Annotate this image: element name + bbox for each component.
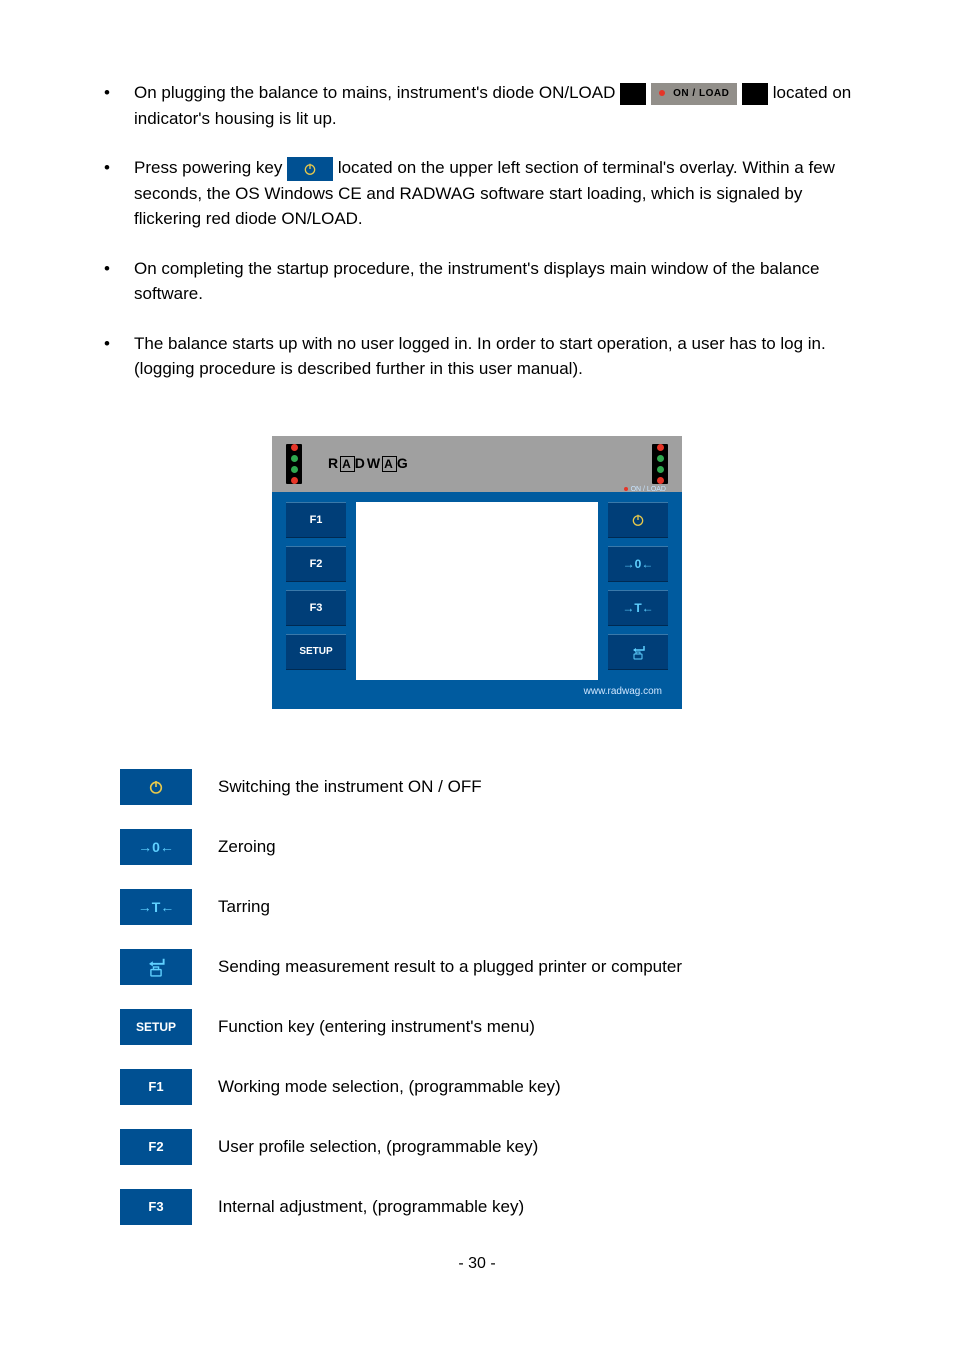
device-key-zero[interactable]: →0← bbox=[608, 546, 668, 582]
bullet-1-pre: On plugging the balance to mains, instru… bbox=[134, 83, 620, 102]
power-icon bbox=[631, 513, 645, 527]
power-icon bbox=[148, 779, 164, 795]
bullet-1: On plugging the balance to mains, instru… bbox=[90, 80, 864, 131]
onload-badge-led bbox=[659, 90, 665, 96]
device-key-setup[interactable]: SETUP bbox=[286, 634, 346, 670]
legend-row-f1: F1 Working mode selection, (programmable… bbox=[120, 1069, 864, 1105]
legend-text-zero: Zeroing bbox=[218, 835, 276, 859]
device-key-power[interactable] bbox=[608, 502, 668, 538]
onload-led-icon bbox=[624, 487, 628, 491]
legend-key-setup: SETUP bbox=[120, 1009, 192, 1045]
device-key-f2[interactable]: F2 bbox=[286, 546, 346, 582]
legend-row-f2: F2 User profile selection, (programmable… bbox=[120, 1129, 864, 1165]
bullet-4: The balance starts up with no user logge… bbox=[90, 331, 864, 382]
legend-key-power bbox=[120, 769, 192, 805]
legend-text-f3: Internal adjustment, (programmable key) bbox=[218, 1195, 524, 1219]
device-body: F1 F2 F3 SETUP ON / LOAD bbox=[272, 492, 682, 709]
right-key-column: ON / LOAD →0← →T← bbox=[608, 502, 668, 680]
print-enter-icon bbox=[627, 643, 649, 661]
print-enter-icon bbox=[142, 955, 170, 979]
legend-text-f2: User profile selection, (programmable ke… bbox=[218, 1135, 538, 1159]
legend-text-tare: Tarring bbox=[218, 895, 270, 919]
legend-key-tare: →T← bbox=[120, 889, 192, 925]
legend-text-setup: Function key (entering instrument's menu… bbox=[218, 1015, 535, 1039]
device: RADWAG F1 F2 F3 SETUP bbox=[272, 436, 682, 709]
brand-logo: RADWAG bbox=[328, 455, 410, 472]
bullet-3: On completing the startup procedure, the… bbox=[90, 256, 864, 307]
legend-key-print bbox=[120, 949, 192, 985]
power-key-inline bbox=[287, 157, 333, 181]
device-onload-indicator: ON / LOAD bbox=[624, 486, 666, 493]
legend-key-f3: F3 bbox=[120, 1189, 192, 1225]
legend-row-zero: →0← Zeroing bbox=[120, 829, 864, 865]
legend-row-f3: F3 Internal adjustment, (programmable ke… bbox=[120, 1189, 864, 1225]
bullet-2: Press powering key located on the upper … bbox=[90, 155, 864, 232]
legend-key-f1: F1 bbox=[120, 1069, 192, 1105]
legend-key-zero: →0← bbox=[120, 829, 192, 865]
device-figure: RADWAG F1 F2 F3 SETUP bbox=[90, 436, 864, 709]
legend-text-power: Switching the instrument ON / OFF bbox=[218, 775, 482, 799]
page-number: - 30 - bbox=[90, 1255, 864, 1273]
device-screen bbox=[356, 502, 598, 680]
legend-row-tare: →T← Tarring bbox=[120, 889, 864, 925]
device-key-f1[interactable]: F1 bbox=[286, 502, 346, 538]
page: On plugging the balance to mains, instru… bbox=[0, 0, 954, 1313]
onload-badge: ON / LOAD bbox=[620, 83, 768, 105]
legend-text-print: Sending measurement result to a plugged … bbox=[218, 955, 682, 979]
device-key-f3[interactable]: F3 bbox=[286, 590, 346, 626]
power-icon bbox=[303, 162, 317, 176]
legend-row-setup: SETUP Function key (entering instrument'… bbox=[120, 1009, 864, 1045]
legend-key-f2: F2 bbox=[120, 1129, 192, 1165]
key-legend: Switching the instrument ON / OFF →0← Ze… bbox=[120, 769, 864, 1225]
rec-strip-left bbox=[286, 444, 302, 484]
legend-text-f1: Working mode selection, (programmable ke… bbox=[218, 1075, 561, 1099]
onload-badge-label: ON / LOAD bbox=[673, 88, 729, 99]
device-url: www.radwag.com bbox=[286, 686, 668, 697]
device-row: F1 F2 F3 SETUP ON / LOAD bbox=[286, 502, 668, 680]
device-key-print[interactable] bbox=[608, 634, 668, 670]
device-key-tare[interactable]: →T← bbox=[608, 590, 668, 626]
device-top-bezel: RADWAG bbox=[272, 436, 682, 492]
left-key-column: F1 F2 F3 SETUP bbox=[286, 502, 346, 680]
legend-row-power: Switching the instrument ON / OFF bbox=[120, 769, 864, 805]
bullet-2-pre: Press powering key bbox=[134, 158, 287, 177]
rec-strip-right bbox=[652, 444, 668, 484]
bullet-list: On plugging the balance to mains, instru… bbox=[90, 80, 864, 382]
legend-row-print: Sending measurement result to a plugged … bbox=[120, 949, 864, 985]
